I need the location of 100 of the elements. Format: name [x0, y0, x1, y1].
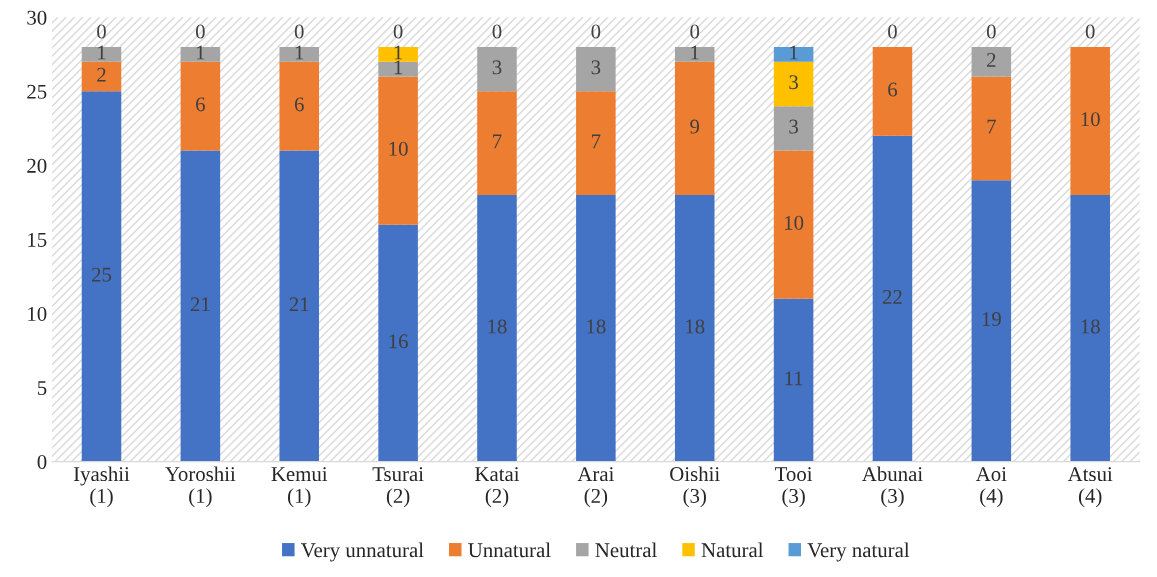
data-label: 0 — [591, 24, 601, 39]
data-label: 6 — [888, 82, 898, 97]
bar — [279, 61, 320, 151]
bar — [773, 150, 814, 299]
data-label: 22 — [882, 289, 902, 304]
data-label: 18 — [686, 319, 705, 334]
bar — [674, 61, 715, 196]
bar — [576, 46, 616, 92]
data-label: 3 — [789, 75, 798, 90]
bar — [674, 195, 715, 462]
y-tick-label: 25 — [27, 84, 47, 99]
x-tick-label: Tooi (3) — [775, 467, 813, 508]
data-label: 6 — [294, 97, 304, 112]
data-label: 0 — [690, 24, 700, 39]
data-label: 25 — [92, 267, 112, 282]
data-label: 1 — [394, 60, 403, 75]
data-label: 0 — [97, 24, 106, 39]
bar — [1070, 46, 1110, 196]
bar — [279, 46, 320, 62]
data-label: 1 — [295, 45, 304, 60]
legend-label: Natural — [701, 542, 764, 558]
data-label: 3 — [492, 60, 502, 75]
x-tick-label: Katai (2) — [475, 467, 520, 508]
bar — [1070, 195, 1110, 462]
bar — [971, 180, 1012, 462]
x-tick-label: Aoi (4) — [975, 467, 1007, 508]
bar — [576, 91, 616, 196]
legend-label: Very natural — [807, 542, 910, 562]
data-label: 3 — [591, 60, 601, 75]
bar — [872, 46, 913, 136]
data-label: 1 — [394, 45, 403, 60]
y-tick-label: 5 — [38, 381, 47, 395]
data-label: 11 — [785, 371, 803, 386]
y-tick-label: 20 — [27, 158, 47, 173]
bar — [477, 46, 517, 92]
data-label: 16 — [389, 334, 408, 349]
bar — [180, 61, 221, 151]
bar — [773, 46, 814, 62]
data-label: 18 — [488, 319, 507, 334]
data-label: 0 — [986, 24, 996, 39]
data-label: 6 — [196, 97, 205, 112]
data-label: 0 — [294, 24, 304, 39]
bar — [378, 76, 418, 225]
data-label: 0 — [1085, 24, 1095, 39]
bar — [378, 61, 418, 77]
x-tick-label: Arai (2) — [577, 467, 614, 508]
bar — [81, 46, 122, 62]
y-tick-label: 0 — [37, 454, 47, 470]
legend-label: Neutral — [595, 542, 657, 558]
data-label: 3 — [789, 119, 798, 134]
y-tick-label: 15 — [28, 232, 47, 247]
data-label: 21 — [190, 297, 210, 312]
data-label: 7 — [592, 134, 601, 149]
legend-label: Very unnatural — [301, 542, 424, 562]
data-label: 10 — [1081, 112, 1100, 127]
data-label: 2 — [97, 67, 106, 82]
y-tick-label: 10 — [28, 306, 47, 321]
bar — [180, 46, 221, 62]
data-label: 0 — [195, 24, 205, 39]
bar — [773, 298, 814, 462]
bar — [971, 46, 1012, 77]
data-label: 7 — [987, 119, 996, 134]
bar — [872, 135, 913, 462]
data-label: 10 — [785, 215, 804, 230]
bar — [576, 195, 616, 462]
data-label: 19 — [982, 312, 1001, 327]
data-label: 0 — [888, 24, 897, 39]
data-label: 1 — [98, 45, 106, 60]
x-tick-label: Kemui (1) — [271, 467, 328, 508]
data-label: 9 — [690, 119, 700, 134]
bar — [81, 91, 122, 462]
bar — [773, 61, 814, 107]
x-tick-label: Iyashii (1) — [73, 466, 130, 508]
data-label: 0 — [492, 24, 502, 39]
bar — [378, 224, 418, 462]
data-label: 10 — [389, 141, 408, 156]
bar — [971, 76, 1012, 181]
data-label: 21 — [289, 297, 309, 312]
bar — [81, 61, 122, 92]
x-tick-label: Oishii (3) — [670, 466, 720, 508]
data-label: 1 — [197, 45, 205, 60]
data-label: 18 — [1081, 319, 1100, 334]
bar — [477, 91, 517, 196]
legend-label: Unnatural — [468, 542, 551, 558]
bar — [477, 195, 517, 462]
x-tick-label: Yoroshii (1) — [165, 466, 236, 508]
data-label: 1 — [790, 45, 798, 60]
y-tick-label: 30 — [27, 10, 47, 25]
data-label: 18 — [587, 319, 606, 334]
data-label: 2 — [987, 52, 996, 67]
data-label: 0 — [393, 24, 403, 39]
bar — [180, 150, 221, 462]
bar — [674, 46, 715, 62]
x-tick-label: Tsurai (2) — [372, 467, 424, 508]
data-label: 7 — [493, 134, 502, 149]
bar — [773, 106, 814, 151]
bar — [279, 150, 320, 462]
x-tick-label: Atsui (4) — [1067, 467, 1113, 508]
data-label: 1 — [691, 45, 699, 60]
x-tick-label: Abunai (3) — [862, 466, 923, 508]
